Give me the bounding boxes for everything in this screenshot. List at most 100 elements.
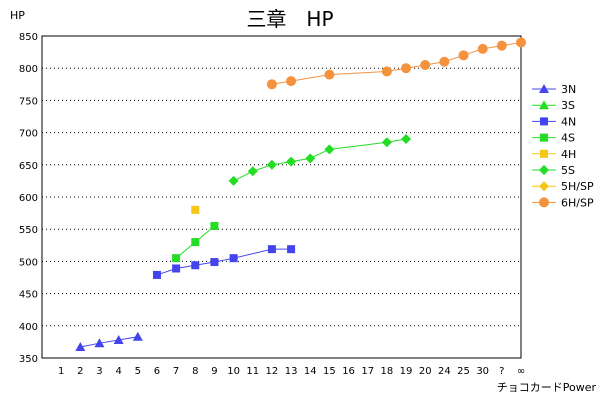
grid: [42, 67, 521, 327]
x-tick-label: 10: [227, 366, 240, 377]
data-point: [286, 156, 297, 167]
data-point: [287, 245, 296, 254]
legend-marker: [540, 117, 548, 126]
x-tick-label: 14: [304, 366, 317, 377]
x-tick-label: 3: [96, 366, 102, 377]
y-tick-label: 450: [19, 290, 38, 301]
y-tick-label: 700: [19, 129, 38, 140]
legend-entry: 4S: [532, 132, 575, 145]
data-point: [477, 43, 488, 54]
data-point: [228, 175, 239, 186]
series-6hsp: [266, 37, 526, 90]
x-tick-label: 13: [285, 366, 298, 377]
x-tick-label: 19: [400, 366, 413, 377]
legend: 3N 3S 4N 4S 4H 5S 5H/SP 6H/SP: [532, 83, 594, 209]
data-point: [266, 159, 277, 170]
data-point: [516, 37, 526, 48]
data-point: [458, 50, 469, 61]
y-tick-label: 400: [19, 322, 38, 333]
legend-label: 3N: [561, 83, 576, 96]
x-tick-label: 16: [342, 366, 355, 377]
data-point: [401, 63, 412, 74]
y-tick-label: 500: [19, 257, 38, 268]
data-point: [75, 342, 86, 352]
series-4n: [152, 245, 296, 279]
x-tick-label: 20: [419, 366, 432, 377]
data-point: [191, 205, 200, 214]
series-line: [80, 336, 138, 348]
legend-entry: 4N: [532, 115, 576, 128]
x-tick-label: 11: [246, 366, 259, 377]
legend-label: 3S: [561, 99, 575, 112]
data-point: [401, 134, 412, 145]
data-point: [286, 76, 297, 87]
x-tick-label: 9: [211, 366, 217, 377]
chart-title: 三章 HP: [246, 7, 333, 31]
data-point: [266, 79, 277, 90]
data-point: [113, 334, 124, 344]
data-point: [324, 144, 335, 155]
series-4h: [191, 205, 200, 214]
y-tick-label: 750: [19, 96, 38, 107]
x-tick-label: 4: [115, 366, 121, 377]
legend-entry: 3S: [532, 99, 575, 112]
data-point: [247, 166, 258, 177]
legend-marker: [540, 149, 548, 158]
legend-label: 4H: [561, 148, 576, 161]
legend-label: 5H/SP: [561, 180, 594, 193]
x-tick-label: 18: [381, 366, 394, 377]
series-line: [233, 138, 407, 182]
data-point: [305, 153, 316, 164]
y-tick-label: 350: [19, 354, 38, 365]
legend-label: 5S: [561, 164, 575, 177]
data-point: [172, 254, 181, 263]
y-tick-label: 850: [19, 32, 38, 43]
x-tick-label: 1: [58, 366, 64, 377]
x-tick-label: 8: [192, 366, 198, 377]
x-axis-label: チョコカードPower: [497, 381, 597, 394]
data-point: [132, 331, 143, 341]
legend-marker: [539, 181, 549, 192]
x-tick-label: 12: [266, 366, 279, 377]
data-point: [381, 137, 392, 148]
legend-label: 6H/SP: [561, 196, 594, 209]
data-point: [172, 264, 181, 273]
x-tick-label: 5: [135, 366, 141, 377]
data-point: [94, 338, 105, 348]
legend-marker: [539, 197, 549, 208]
y-axis-label: HP: [10, 9, 25, 22]
y-tick-label: 550: [19, 225, 38, 236]
data-point: [439, 56, 450, 67]
legend-label: 4N: [561, 115, 576, 128]
legend-marker: [540, 133, 548, 142]
legend-label: 4S: [561, 132, 575, 145]
y-ticks: 350 400 450 500 550 600 650 700 750 800 850: [19, 32, 38, 365]
plot-area: [41, 35, 522, 359]
data-point: [229, 254, 238, 263]
x-tick-label: 25: [457, 366, 470, 377]
x-tick-label: 2: [77, 366, 83, 377]
legend-marker: [539, 84, 549, 93]
legend-entry: 5S: [532, 164, 575, 177]
data-point: [420, 59, 431, 70]
data-point: [324, 69, 335, 80]
series-3n: [75, 331, 143, 352]
x-tick-label: 6: [154, 366, 160, 377]
series-layer: [75, 37, 526, 352]
legend-entry: 4H: [532, 148, 576, 161]
data-point: [381, 66, 392, 77]
y-tick-label: 650: [19, 161, 38, 172]
data-point: [210, 221, 219, 230]
data-point: [496, 40, 507, 51]
y-tick-label: 600: [19, 193, 38, 204]
x-ticks: 1 2 3 4 5 6 7 8 9 10 11 12 13 14 15 16 17 18 19 20 24 25 30? ∞: [58, 366, 525, 377]
legend-marker: [539, 100, 549, 110]
y-tick-label: 800: [19, 64, 38, 75]
data-point: [191, 261, 200, 270]
data-point: [267, 245, 276, 254]
series-4s: [172, 221, 219, 263]
x-tick-label: 17: [361, 366, 374, 377]
series-5s: [228, 134, 412, 186]
x-tick-label: ∞: [517, 366, 525, 377]
